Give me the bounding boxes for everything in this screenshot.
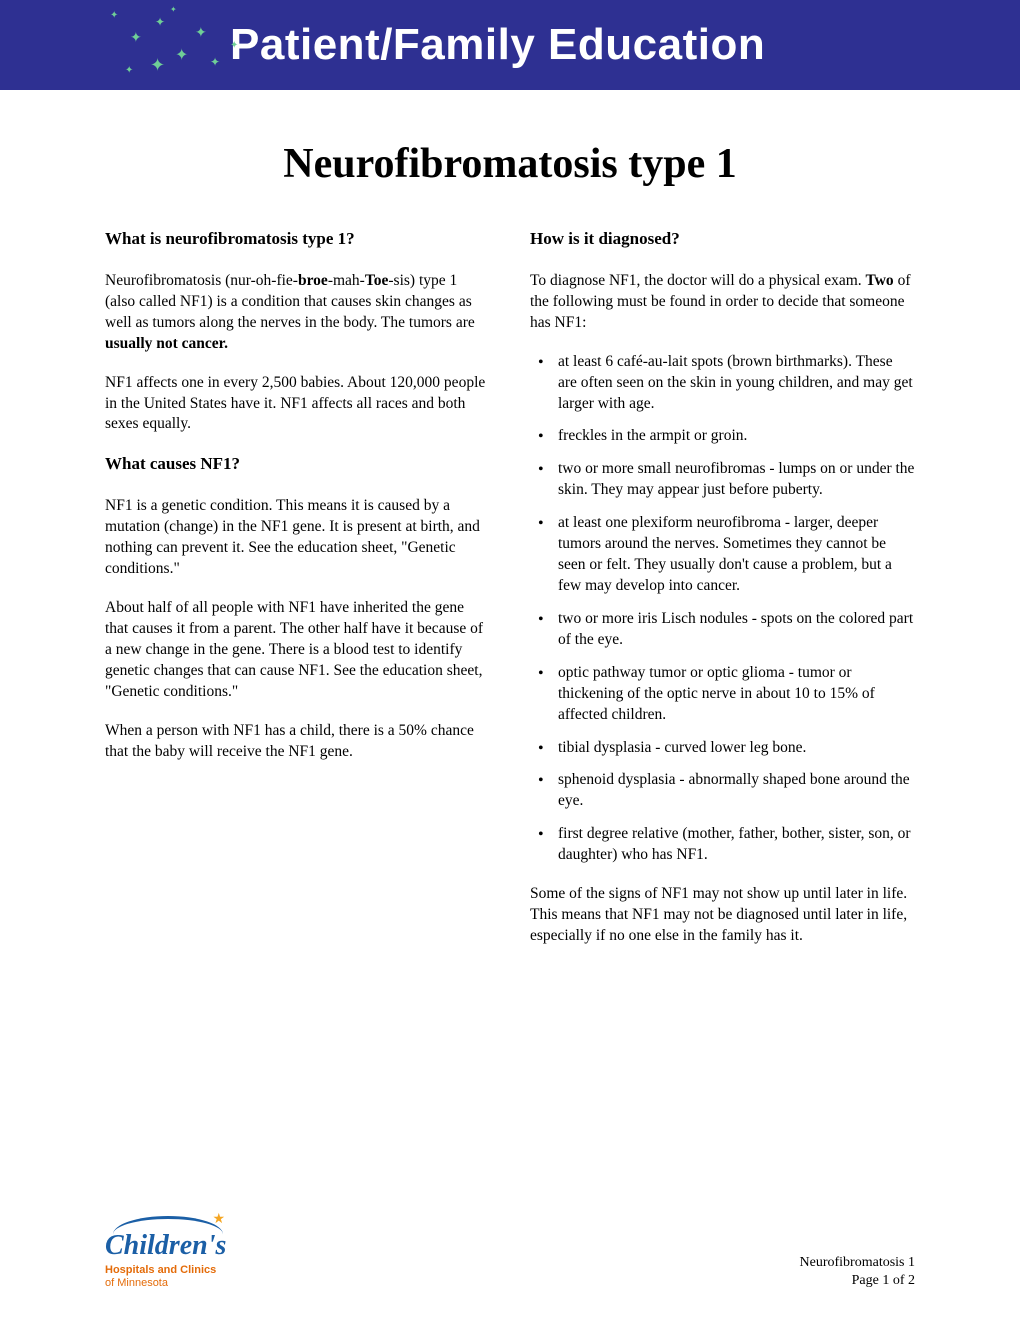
paragraph-inheritance: About half of all people with NF1 have i… <box>105 598 490 703</box>
childrens-logo: ★ Children's Hospitals and Clinics of Mi… <box>105 1216 255 1290</box>
text-bold: usually not cancer. <box>105 335 228 352</box>
text: -mah- <box>328 272 365 289</box>
text: Neurofibromatosis (nur-oh-fie- <box>105 272 298 289</box>
paragraph-diagnosis-intro: To diagnose NF1, the doctor will do a ph… <box>530 271 915 334</box>
list-item: two or more iris Lisch nodules - spots o… <box>530 609 915 651</box>
paragraph-late-diagnosis: Some of the signs of NF1 may not show up… <box>530 884 915 947</box>
right-column: How is it diagnosed? To diagnose NF1, th… <box>530 228 915 965</box>
list-item: at least 6 café-au-lait spots (brown bir… <box>530 352 915 415</box>
paragraph-child-chance: When a person with NF1 has a child, ther… <box>105 721 490 763</box>
list-item: at least one plexiform neurofibroma - la… <box>530 513 915 597</box>
diagnosis-criteria-list: at least 6 café-au-lait spots (brown bir… <box>530 352 915 866</box>
page-number: Page 1 of 2 <box>800 1272 915 1290</box>
text: To diagnose NF1, the doctor will do a ph… <box>530 272 866 289</box>
paragraph-genetic: NF1 is a genetic condition. This means i… <box>105 496 490 580</box>
paragraph-stats: NF1 affects one in every 2,500 babies. A… <box>105 373 490 436</box>
text-bold: Two <box>866 272 894 289</box>
list-item: sphenoid dysplasia - abnormally shaped b… <box>530 770 915 812</box>
heading-causes: What causes NF1? <box>105 453 490 476</box>
paragraph-definition: Neurofibromatosis (nur-oh-fie-broe-mah-T… <box>105 271 490 355</box>
doc-name: Neurofibromatosis 1 <box>800 1254 915 1272</box>
text-bold: broe <box>298 272 328 289</box>
list-item: tibial dysplasia - curved lower leg bone… <box>530 738 915 759</box>
page-title: Neurofibromatosis type 1 <box>105 140 915 188</box>
list-item: first degree relative (mother, father, b… <box>530 824 915 866</box>
list-item: optic pathway tumor or optic glioma - tu… <box>530 663 915 726</box>
left-column: What is neurofibromatosis type 1? Neurof… <box>105 228 490 965</box>
banner-title: Patient/Family Education <box>230 20 765 70</box>
footer-page-info: Neurofibromatosis 1 Page 1 of 2 <box>800 1254 915 1290</box>
logo-subtitle-1: Hospitals and Clinics <box>105 1264 255 1277</box>
list-item: two or more small neurofibromas - lumps … <box>530 459 915 501</box>
content-area: Neurofibromatosis type 1 What is neurofi… <box>0 90 1020 965</box>
logo-star-icon: ★ <box>212 1211 225 1228</box>
heading-what-is: What is neurofibromatosis type 1? <box>105 228 490 251</box>
logo-subtitle-2: of Minnesota <box>105 1277 255 1290</box>
header-banner: ✦ ✦ ✦ ✦ ✦ ✦ ✦ ✦ ✦ ✦ Patient/Family Educa… <box>0 0 1020 90</box>
two-column-layout: What is neurofibromatosis type 1? Neurof… <box>105 228 915 965</box>
heading-diagnosis: How is it diagnosed? <box>530 228 915 251</box>
footer: ★ Children's Hospitals and Clinics of Mi… <box>0 1216 1020 1290</box>
list-item: freckles in the armpit or groin. <box>530 426 915 447</box>
banner-stars-decoration: ✦ ✦ ✦ ✦ ✦ ✦ ✦ ✦ ✦ ✦ <box>100 0 280 90</box>
text-bold: Toe <box>365 272 389 289</box>
logo-main-text: Children's <box>105 1230 255 1262</box>
